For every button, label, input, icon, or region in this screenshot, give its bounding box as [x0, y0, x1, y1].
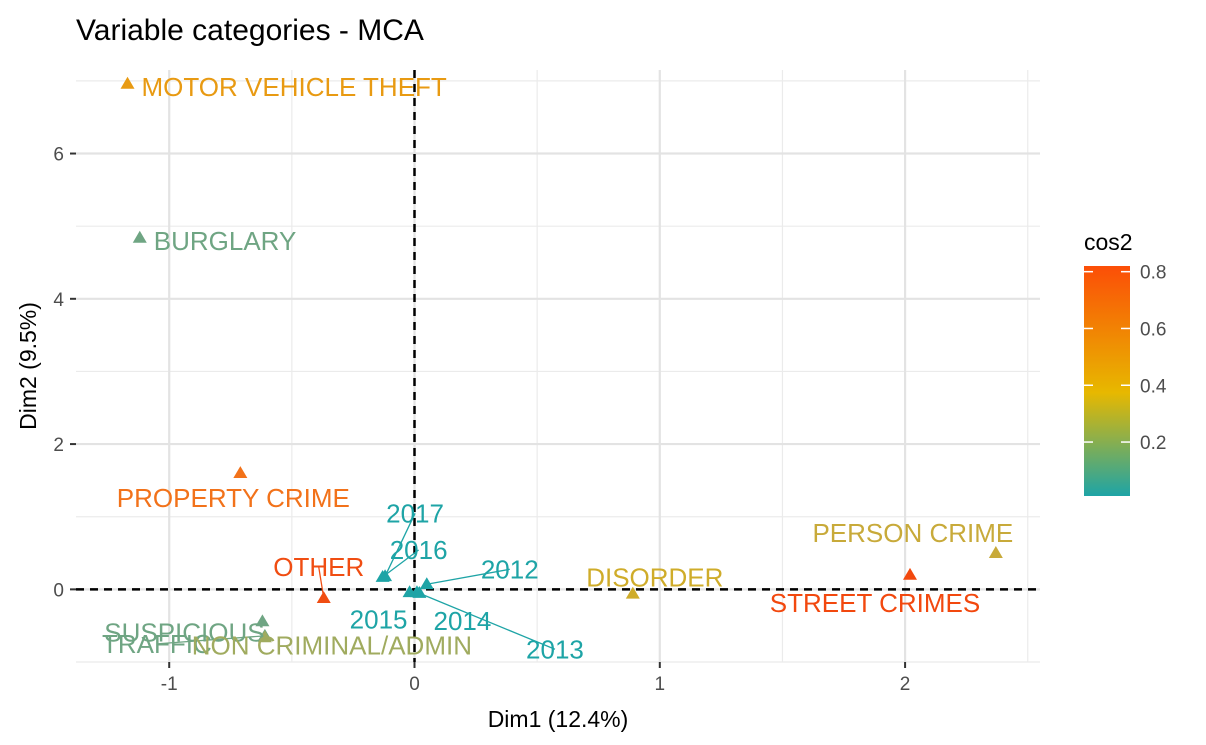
point-label: SUSPICIOUS [104, 617, 264, 647]
point-marker [132, 230, 147, 243]
point-marker [419, 577, 434, 590]
leader-line [156, 635, 265, 645]
point-label: MOTOR VEHICLE THEFT [142, 72, 447, 102]
leader-line [384, 513, 416, 577]
point-marker [233, 466, 248, 479]
point-label: 2013 [526, 634, 584, 664]
legend-tick-label: 0.2 [1140, 433, 1166, 454]
point-label: OTHER [273, 552, 364, 582]
legend-title: cos2 [1084, 229, 1133, 255]
point-label: NON CRIMINAL/ADMIN [192, 630, 472, 660]
legend-tick-label: 0.8 [1140, 263, 1166, 284]
point-labels: MOTOR VEHICLE THEFT BURGLARY PROPERTY CRIM… [102, 72, 1013, 664]
point-marker [409, 585, 424, 598]
legend-ticks: 0.2 0.4 0.6 0.8 [1084, 263, 1167, 454]
y-axis-title: Dim2 (9.5%) [15, 302, 41, 430]
y-tick-label: 6 [53, 145, 64, 166]
leader-line [416, 591, 556, 650]
point-label: DISORDER [586, 563, 723, 593]
x-tick-label: 2 [900, 674, 911, 695]
point-label: 2012 [481, 554, 539, 584]
y-axis: 0 2 4 6 [53, 145, 76, 601]
point-label: PERSON CRIME [812, 518, 1013, 548]
color-legend: cos2 0.2 0.4 0.6 0.8 [1084, 229, 1167, 496]
plot-panel [76, 70, 1040, 662]
x-axis: -1 0 1 2 [161, 662, 911, 695]
point-label: PROPERTY CRIME [117, 483, 350, 513]
point-label: 2017 [386, 498, 444, 528]
leader-line [382, 549, 420, 578]
point-label: BURGLARY [154, 226, 297, 256]
chart-title: Variable categories - MCA [76, 14, 424, 47]
point-label: 2015 [350, 604, 408, 634]
legend-tick-label: 0.6 [1140, 319, 1166, 340]
legend-colorbar [1084, 266, 1130, 496]
point-marker [625, 586, 640, 599]
y-tick-label: 2 [53, 435, 64, 456]
point-marker [316, 591, 331, 603]
leader-line [426, 568, 510, 585]
point-marker [375, 570, 390, 582]
x-axis-title: Dim1 (12.4%) [488, 706, 629, 732]
reference-lines [76, 70, 1040, 662]
point-marker [120, 76, 135, 89]
y-tick-label: 0 [53, 580, 64, 601]
x-tick-label: 1 [655, 674, 666, 695]
point-label: STREET CRIMES [770, 588, 980, 618]
point-marker [902, 567, 917, 580]
point-label: 2014 [433, 606, 491, 636]
point-label: TRAFFIC [102, 629, 212, 659]
x-tick-label: 0 [409, 674, 420, 695]
label-leader-lines [156, 513, 556, 650]
point-marker [257, 630, 272, 643]
legend-tick-label: 0.4 [1140, 376, 1167, 397]
x-tick-label: -1 [161, 674, 178, 695]
point-marker [988, 546, 1003, 558]
point-marker [255, 614, 270, 627]
point-label: 2016 [390, 535, 448, 565]
data-points [120, 76, 1003, 643]
y-tick-label: 4 [53, 290, 64, 311]
